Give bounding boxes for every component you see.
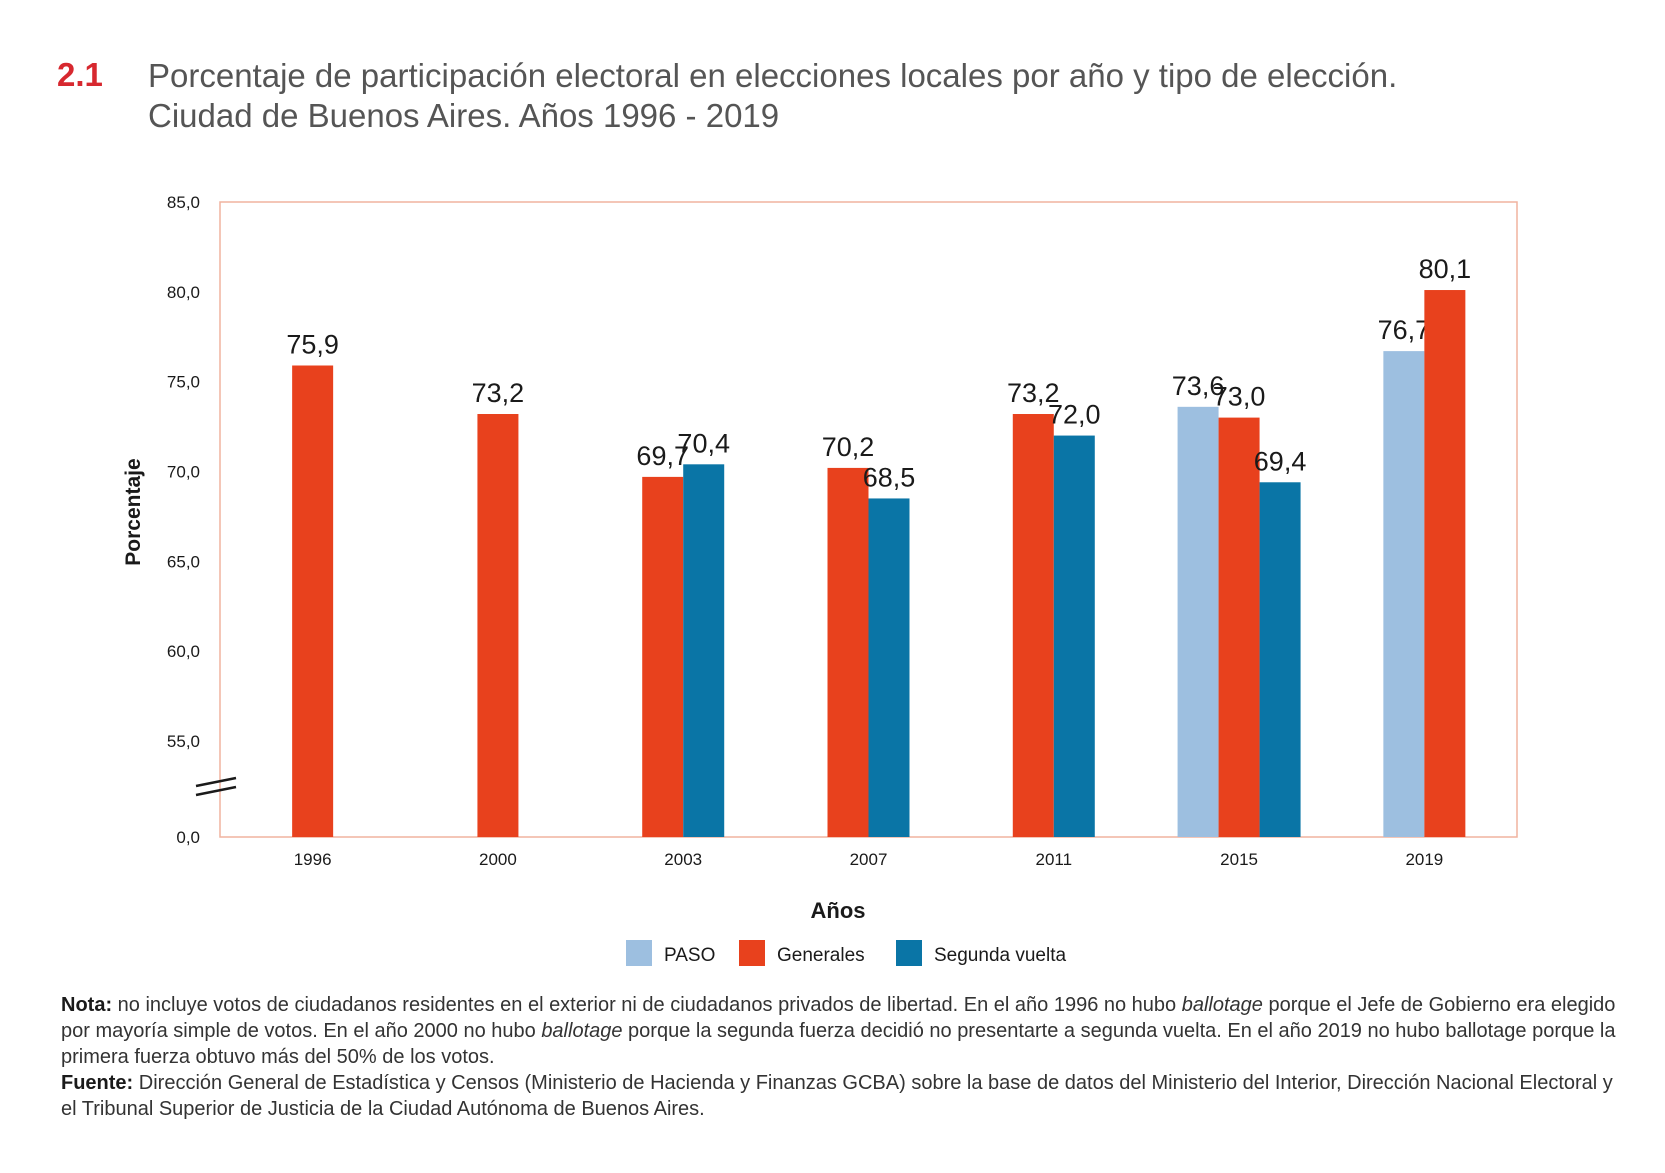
bar-paso <box>1177 406 1219 837</box>
fuente-text: Dirección General de Estadística y Censo… <box>61 1072 1613 1120</box>
x-tick-label: 2019 <box>1405 850 1443 869</box>
y-tick-label: 65,0 <box>167 552 200 571</box>
data-label: 80,1 <box>1419 254 1472 284</box>
nota-paragraph: Nota: no incluye votos de ciudadanos res… <box>61 992 1621 1070</box>
legend-label-paso: PASO <box>664 945 715 966</box>
bar-generales <box>642 476 684 837</box>
x-axis-label: Años <box>811 898 866 923</box>
fuente-label: Fuente: <box>61 1072 134 1094</box>
nota-italic-1: ballotage <box>1181 994 1263 1016</box>
data-label: 70,2 <box>822 432 875 462</box>
y-tick-label: 0,0 <box>176 828 200 847</box>
nota-italic-2: ballotage <box>541 1020 623 1042</box>
legend-label-segunda-vuelta: Segunda vuelta <box>934 945 1066 966</box>
data-label: 69,4 <box>1254 446 1307 476</box>
bar-generales <box>1424 290 1466 838</box>
data-label: 73,2 <box>472 378 525 408</box>
data-label: 73,2 <box>1007 378 1060 408</box>
data-label: 73,0 <box>1213 382 1266 412</box>
fuente-paragraph: Fuente: Dirección General de Estadística… <box>61 1070 1621 1122</box>
data-label: 70,4 <box>677 428 730 458</box>
chart-title: Porcentaje de participación electoral en… <box>148 56 1638 136</box>
y-tick-label: 80,0 <box>167 283 200 302</box>
bar-generales <box>292 365 334 837</box>
data-label: 75,9 <box>286 329 339 359</box>
bar-segunda-vuelta <box>1053 435 1095 837</box>
bar-paso <box>1383 351 1425 837</box>
y-tick-label: 85,0 <box>167 193 200 212</box>
notes: Nota: no incluye votos de ciudadanos res… <box>61 992 1621 1122</box>
x-tick-label: 2000 <box>479 850 517 869</box>
bar-generales <box>477 414 519 837</box>
x-tick-label: 2011 <box>1036 850 1073 869</box>
nota-text-1: no incluye votos de ciudadanos residente… <box>112 994 1182 1016</box>
bar-chart: 0,0 55,0 60,0 65,0 70,0 75,0 80,0 85,0 Porcentaj… <box>122 193 1518 966</box>
bar-generales <box>827 467 869 837</box>
y-tick-label: 75,0 <box>167 373 200 392</box>
nota-text-3: porque la segunda fuerza decidió no pres… <box>61 1020 1616 1068</box>
data-label: 68,5 <box>863 462 916 492</box>
data-label: 69,7 <box>636 441 689 471</box>
data-label: 72,0 <box>1048 400 1101 430</box>
y-axis-label: Porcentaje <box>122 458 145 565</box>
y-tick-label: 70,0 <box>167 463 200 482</box>
nota-label: Nota: <box>61 994 113 1016</box>
chart-title-line-1: Porcentaje de participación electoral en… <box>148 57 1398 94</box>
bar-generales <box>1012 414 1054 837</box>
x-tick-label: 1996 <box>294 850 332 869</box>
legend-label-generales: Generales <box>777 945 865 966</box>
legend-swatch-generales <box>739 940 765 966</box>
legend-swatch-segunda-vuelta <box>896 940 922 966</box>
x-tick-label: 2015 <box>1220 850 1258 869</box>
axis-break-mark <box>195 776 237 788</box>
x-tick-label: 2007 <box>850 850 888 869</box>
bar-segunda-vuelta <box>683 464 725 837</box>
y-tick-label: 55,0 <box>167 732 200 751</box>
axis-break-mark <box>195 785 237 797</box>
nota-text-2: porque el Jefe de Gobierno era elegido p… <box>61 994 1616 1042</box>
y-tick-label: 60,0 <box>167 642 200 661</box>
bar-segunda-vuelta <box>1259 482 1301 837</box>
chart-title-line-2: Ciudad de Buenos Aires. Años 1996 - 2019 <box>148 97 780 134</box>
bar-segunda-vuelta <box>868 498 910 837</box>
bar-generales <box>1218 417 1260 837</box>
legend-swatch-paso <box>626 940 652 966</box>
data-label: 73,6 <box>1172 371 1225 401</box>
figure-number: 2.1 <box>57 56 103 93</box>
x-tick-label: 2003 <box>664 850 702 869</box>
data-label: 76,7 <box>1378 315 1431 345</box>
